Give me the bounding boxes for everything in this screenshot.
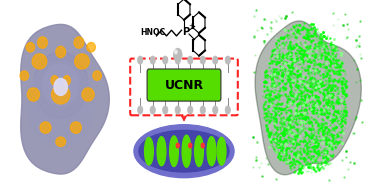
Ellipse shape xyxy=(27,61,94,146)
Ellipse shape xyxy=(134,125,234,178)
FancyBboxPatch shape xyxy=(147,69,221,101)
Text: +: + xyxy=(188,23,194,29)
Circle shape xyxy=(175,106,180,114)
Text: UCNR: UCNR xyxy=(164,79,204,91)
Circle shape xyxy=(163,56,168,64)
Ellipse shape xyxy=(40,122,51,133)
Ellipse shape xyxy=(26,43,35,52)
Ellipse shape xyxy=(56,46,66,58)
Ellipse shape xyxy=(32,54,47,69)
Ellipse shape xyxy=(93,71,102,80)
Ellipse shape xyxy=(157,137,166,166)
Circle shape xyxy=(174,50,177,54)
Circle shape xyxy=(201,143,204,148)
Ellipse shape xyxy=(145,137,153,165)
Circle shape xyxy=(163,106,168,114)
Ellipse shape xyxy=(87,43,95,52)
Circle shape xyxy=(175,56,180,64)
Circle shape xyxy=(189,143,192,148)
Ellipse shape xyxy=(38,37,47,48)
Ellipse shape xyxy=(195,136,204,167)
Ellipse shape xyxy=(33,52,88,118)
Ellipse shape xyxy=(51,76,58,85)
Ellipse shape xyxy=(139,130,229,172)
Circle shape xyxy=(138,106,143,114)
Ellipse shape xyxy=(182,135,191,167)
Ellipse shape xyxy=(82,88,94,101)
Circle shape xyxy=(176,143,179,148)
Circle shape xyxy=(225,106,230,114)
Ellipse shape xyxy=(27,88,39,101)
Circle shape xyxy=(188,56,193,64)
Ellipse shape xyxy=(43,64,79,106)
Ellipse shape xyxy=(56,137,66,146)
Circle shape xyxy=(138,56,143,64)
Ellipse shape xyxy=(54,78,67,95)
Ellipse shape xyxy=(20,71,29,80)
Ellipse shape xyxy=(170,136,178,167)
Ellipse shape xyxy=(74,37,84,48)
Text: HNOC: HNOC xyxy=(140,28,165,37)
Circle shape xyxy=(173,48,182,61)
Circle shape xyxy=(200,56,205,64)
Ellipse shape xyxy=(217,137,226,165)
Polygon shape xyxy=(21,24,109,174)
Ellipse shape xyxy=(52,85,70,104)
Ellipse shape xyxy=(75,54,89,69)
Circle shape xyxy=(225,56,230,64)
FancyBboxPatch shape xyxy=(130,59,238,115)
Ellipse shape xyxy=(70,122,81,133)
Circle shape xyxy=(188,106,193,114)
Circle shape xyxy=(213,56,218,64)
Circle shape xyxy=(213,106,218,114)
Circle shape xyxy=(200,106,205,114)
Circle shape xyxy=(150,56,155,64)
Ellipse shape xyxy=(207,137,216,166)
Polygon shape xyxy=(255,21,361,175)
Circle shape xyxy=(150,106,155,114)
Ellipse shape xyxy=(63,76,70,85)
Text: P: P xyxy=(182,27,189,37)
